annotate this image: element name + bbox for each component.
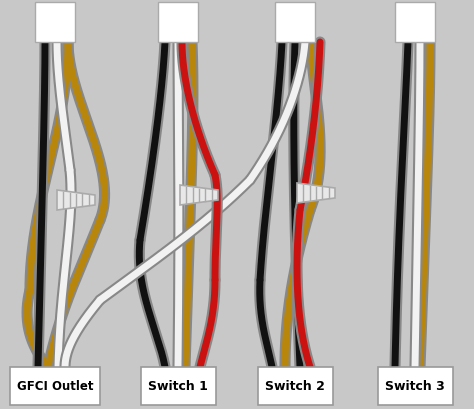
- FancyBboxPatch shape: [395, 2, 435, 42]
- FancyBboxPatch shape: [275, 2, 315, 42]
- Polygon shape: [57, 190, 95, 210]
- FancyBboxPatch shape: [158, 2, 198, 42]
- Text: Switch 2: Switch 2: [265, 380, 325, 393]
- Text: GFCI Outlet: GFCI Outlet: [17, 380, 93, 393]
- Polygon shape: [180, 185, 218, 205]
- Polygon shape: [297, 183, 335, 203]
- FancyBboxPatch shape: [141, 367, 216, 405]
- FancyBboxPatch shape: [10, 367, 100, 405]
- FancyBboxPatch shape: [378, 367, 453, 405]
- Text: Switch 3: Switch 3: [385, 380, 445, 393]
- FancyBboxPatch shape: [35, 2, 75, 42]
- Text: Switch 1: Switch 1: [148, 380, 208, 393]
- FancyBboxPatch shape: [258, 367, 333, 405]
